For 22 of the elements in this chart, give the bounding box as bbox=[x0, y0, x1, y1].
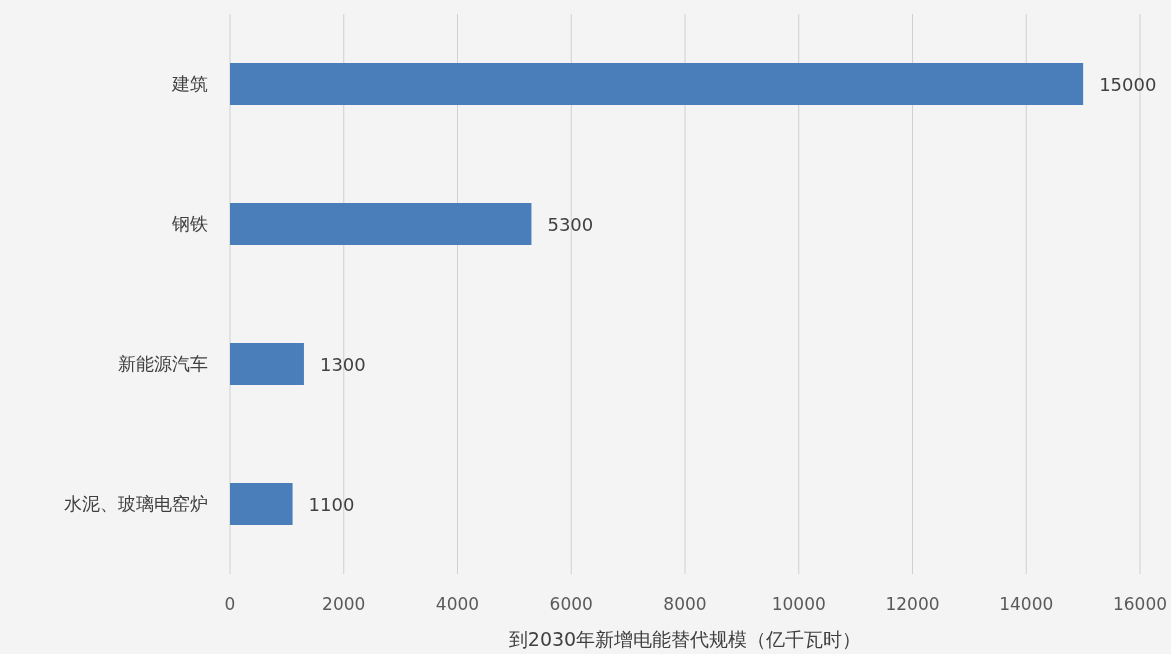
x-tick-label: 10000 bbox=[771, 594, 826, 614]
x-tick-label: 14000 bbox=[999, 594, 1054, 614]
x-tick-label: 12000 bbox=[885, 594, 940, 614]
data-label: 1300 bbox=[319, 354, 366, 375]
x-tick-label: 4000 bbox=[435, 594, 480, 614]
data-label: 1100 bbox=[308, 494, 355, 515]
data-label: 15000 bbox=[1099, 74, 1157, 95]
x-tick-label: 6000 bbox=[549, 594, 593, 614]
y-tick-label: 钢铁 bbox=[171, 213, 208, 234]
y-tick-label: 建筑 bbox=[171, 73, 208, 94]
x-axis-title: 到2030年新增电能替代规模（亿千瓦时） bbox=[508, 628, 862, 650]
x-tick-label: 16000 bbox=[1112, 594, 1168, 614]
y-tick-label: 新能源汽车 bbox=[118, 353, 208, 374]
bar bbox=[230, 63, 1084, 105]
x-tick-label: 0 bbox=[224, 594, 236, 614]
y-tick-label: 水泥、玻璃电窑炉 bbox=[64, 493, 208, 514]
data-label: 5300 bbox=[547, 214, 594, 235]
bar bbox=[230, 203, 532, 245]
bar bbox=[230, 483, 293, 525]
bar bbox=[230, 343, 304, 385]
x-tick-label: 8000 bbox=[663, 594, 707, 614]
x-tick-label: 2000 bbox=[322, 594, 366, 614]
